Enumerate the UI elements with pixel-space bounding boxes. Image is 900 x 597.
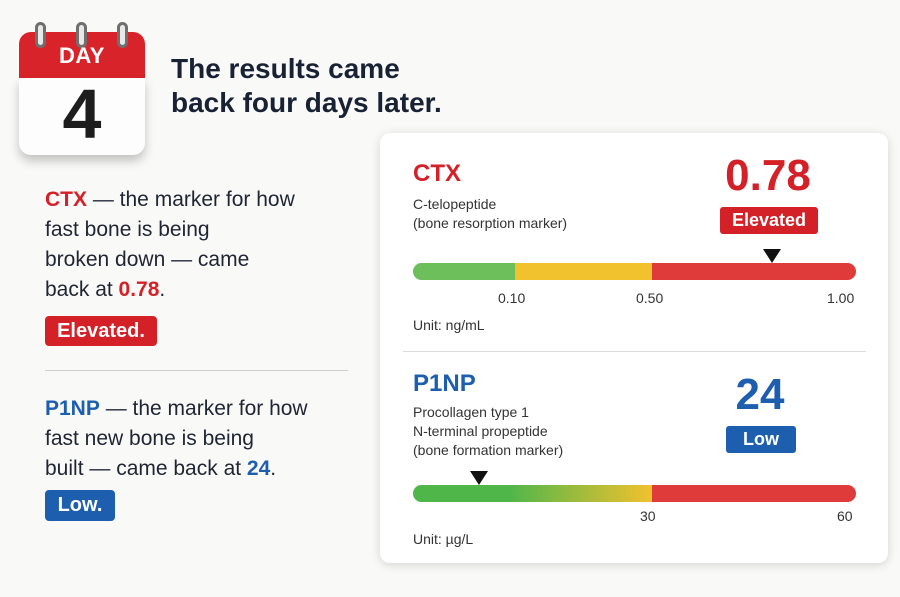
card-ctx-desc: C-telopeptide (bone resorption marker) xyxy=(413,195,567,233)
ctx-tick-label: 0.10 xyxy=(498,290,526,306)
p1np-unit: Unit: µg/L xyxy=(413,531,474,547)
card-ctx-value: 0.78 xyxy=(725,151,811,200)
card-p1np-abbr: P1NP xyxy=(413,370,476,397)
p1np-line2: fast new bone is being xyxy=(45,427,254,450)
p1np-line3-prefix: built — came back at xyxy=(45,457,247,480)
calendar-ring-icon xyxy=(35,22,46,48)
calendar-day-label: DAY xyxy=(59,43,105,68)
ctx-range-elevated xyxy=(652,263,856,280)
card-ctx-status-badge: Elevated xyxy=(720,207,818,234)
ctx-range-bar xyxy=(413,263,856,280)
card-p1np-desc-line1: Procollagen type 1 xyxy=(413,404,529,420)
p1np-tick-label: 60 xyxy=(837,508,853,524)
section-divider xyxy=(45,370,348,371)
calendar-page xyxy=(19,78,145,155)
results-card: CTX C-telopeptide (bone resorption marke… xyxy=(380,133,888,563)
ctx-line1: — the marker for how xyxy=(87,188,295,211)
p1np-status-badge: Low. xyxy=(45,490,115,521)
card-p1np-value: 24 xyxy=(735,370,785,419)
headline-line-2: back four days later. xyxy=(171,87,442,118)
card-ctx-desc-line2: (bone resorption marker) xyxy=(413,215,568,231)
ctx-line4-suffix: . xyxy=(159,278,166,301)
ctx-value: 0.78 xyxy=(118,278,160,301)
card-divider xyxy=(403,351,866,352)
calendar-ring-icon xyxy=(117,22,128,48)
ctx-key: CTX xyxy=(45,188,87,211)
headline: The results came back four days later. xyxy=(171,52,491,120)
ctx-range-normal-low xyxy=(413,263,515,280)
headline-line-1: The results came xyxy=(171,53,400,84)
ctx-tick-label: 0.50 xyxy=(636,290,664,306)
p1np-tick-label: 30 xyxy=(640,508,656,524)
ctx-line4-prefix: back at xyxy=(45,278,119,301)
p1np-explanation: P1NP — the marker for how fast new bone … xyxy=(45,394,308,484)
ctx-status-badge: Elevated. xyxy=(45,316,157,346)
p1np-range-bar xyxy=(413,485,856,502)
ctx-marker-icon xyxy=(762,249,781,263)
p1np-key: P1NP xyxy=(45,397,100,420)
p1np-marker-icon xyxy=(470,471,489,485)
p1np-value: 24 xyxy=(246,457,271,480)
p1np-range-low-to-normal xyxy=(413,485,653,502)
p1np-line3-suffix: . xyxy=(270,457,277,480)
calendar-ring-icon xyxy=(76,22,87,48)
ctx-range-normal xyxy=(514,263,653,280)
calendar-day-number: 4 xyxy=(62,75,102,153)
ctx-tick-label: 1.00 xyxy=(827,290,855,306)
card-ctx-abbr: CTX xyxy=(413,160,461,187)
p1np-line1: — the marker for how xyxy=(99,397,308,420)
card-p1np-desc: Procollagen type 1 N-terminal propeptide… xyxy=(413,403,563,460)
ctx-line2: fast bone is being xyxy=(45,218,210,241)
card-p1np-desc-line3: (bone formation marker) xyxy=(413,442,564,458)
ctx-line3: broken down — came xyxy=(45,248,250,271)
card-p1np-status-badge: Low xyxy=(726,426,796,453)
ctx-unit: Unit: ng/mL xyxy=(413,317,485,333)
card-p1np-desc-line2: N-terminal propeptide xyxy=(413,423,548,439)
calendar-icon: DAY 4 xyxy=(19,22,145,155)
p1np-range-high xyxy=(652,485,856,502)
ctx-explanation: CTX — the marker for how fast bone is be… xyxy=(45,185,295,305)
card-ctx-desc-line1: C-telopeptide xyxy=(413,196,497,212)
